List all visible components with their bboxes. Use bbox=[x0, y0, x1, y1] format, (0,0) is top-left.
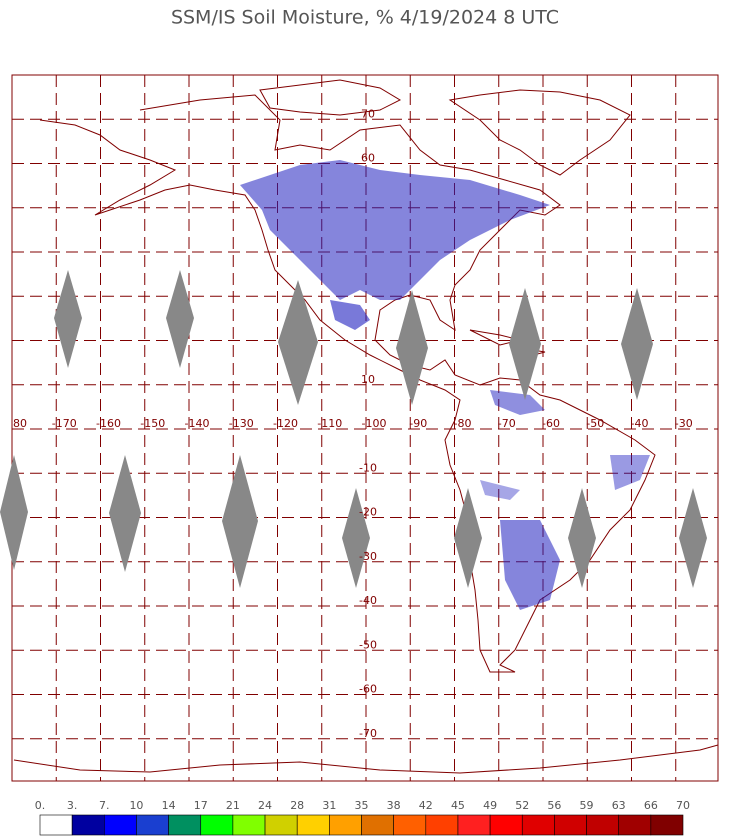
colorbar-label: 31 bbox=[322, 799, 336, 812]
colorbar-swatch bbox=[39, 814, 73, 836]
lon-label: -80 bbox=[454, 417, 472, 430]
colorbar-swatch bbox=[136, 814, 169, 836]
colorbar-label: 70 bbox=[676, 799, 690, 812]
colorbar-label: 14 bbox=[162, 799, 176, 812]
graticule-labels: 70 60 10 -10 -20 -30 -40 -50 -60 -70 80 -170 -160 -15… bbox=[13, 107, 693, 740]
colorbar-label: 52 bbox=[515, 799, 529, 812]
soil-moisture-field bbox=[240, 160, 650, 610]
colorbar-label: 21 bbox=[226, 799, 240, 812]
colorbar-swatch bbox=[650, 814, 684, 836]
data-gaps bbox=[0, 270, 707, 588]
lon-label: -40 bbox=[631, 417, 649, 430]
colorbar-swatch bbox=[393, 814, 427, 836]
colorbar-label: 35 bbox=[355, 799, 369, 812]
lat-label: -40 bbox=[359, 594, 377, 607]
lat-label: -10 bbox=[359, 461, 377, 474]
colorbar-label: 59 bbox=[580, 799, 594, 812]
lat-label: 60 bbox=[361, 152, 375, 165]
lon-label: -150 bbox=[140, 417, 165, 430]
lon-label: -140 bbox=[185, 417, 210, 430]
lon-label: -100 bbox=[362, 417, 387, 430]
colorbar-swatch bbox=[168, 814, 202, 836]
lon-label: -160 bbox=[96, 417, 121, 430]
colorbar-swatch bbox=[296, 814, 330, 836]
lon-label: -170 bbox=[52, 417, 77, 430]
colorbar-swatch bbox=[329, 814, 362, 836]
colorbar-label: 38 bbox=[387, 799, 401, 812]
colorbar-label: 7. bbox=[99, 799, 110, 812]
lat-label: -30 bbox=[359, 550, 377, 563]
lat-label: 10 bbox=[361, 373, 375, 386]
colorbar-label: 3. bbox=[67, 799, 78, 812]
lon-label: -50 bbox=[586, 417, 604, 430]
colorbar-swatch bbox=[232, 814, 266, 836]
colorbar-label: 42 bbox=[419, 799, 433, 812]
colorbar-swatch bbox=[200, 814, 234, 836]
colorbar-label: 28 bbox=[290, 799, 304, 812]
colorbar-swatch bbox=[586, 814, 619, 836]
colorbar-label: 49 bbox=[483, 799, 497, 812]
lat-label: -50 bbox=[359, 638, 377, 651]
lat-label: -20 bbox=[359, 506, 377, 519]
lon-label: -130 bbox=[229, 417, 254, 430]
colorbar-label: 10 bbox=[129, 799, 143, 812]
colorbar-swatch bbox=[457, 814, 491, 836]
lat-label: -60 bbox=[359, 683, 377, 696]
colorbar-swatch bbox=[425, 814, 459, 836]
colorbar-swatch bbox=[71, 814, 105, 836]
colorbar-swatch bbox=[489, 814, 523, 836]
colorbar-swatch bbox=[264, 814, 298, 836]
colorbar-label: 66 bbox=[644, 799, 658, 812]
colorbar-label: 45 bbox=[451, 799, 465, 812]
lat-label: -70 bbox=[359, 727, 377, 740]
lon-label: 80 bbox=[13, 417, 27, 430]
colorbar-label: 17 bbox=[194, 799, 208, 812]
colorbar-swatch bbox=[104, 814, 137, 836]
lon-label: -30 bbox=[675, 417, 693, 430]
colorbar-label: 56 bbox=[547, 799, 561, 812]
title: SSM/IS Soil Moisture, % 4/19/2024 8 UTC bbox=[171, 7, 559, 29]
colorbar-label: 63 bbox=[612, 799, 626, 812]
colorbar-label: 0. bbox=[35, 799, 46, 812]
lon-label: -60 bbox=[542, 417, 560, 430]
colorbar-swatch bbox=[618, 814, 652, 836]
lon-label: -110 bbox=[317, 417, 342, 430]
lat-label: 70 bbox=[361, 107, 375, 120]
colorbar: 0. 3. 7. 10 14 17 21 24 28 31 35 38 42 45 49 52 56 59 63 66… bbox=[35, 799, 690, 836]
colorbar-swatch bbox=[521, 814, 555, 836]
colorbar-swatch bbox=[554, 814, 587, 836]
lon-label: -120 bbox=[273, 417, 298, 430]
colorbar-label: 24 bbox=[258, 799, 272, 812]
lon-label: -90 bbox=[409, 417, 427, 430]
colorbar-swatch bbox=[361, 814, 394, 836]
lon-label: -70 bbox=[498, 417, 516, 430]
